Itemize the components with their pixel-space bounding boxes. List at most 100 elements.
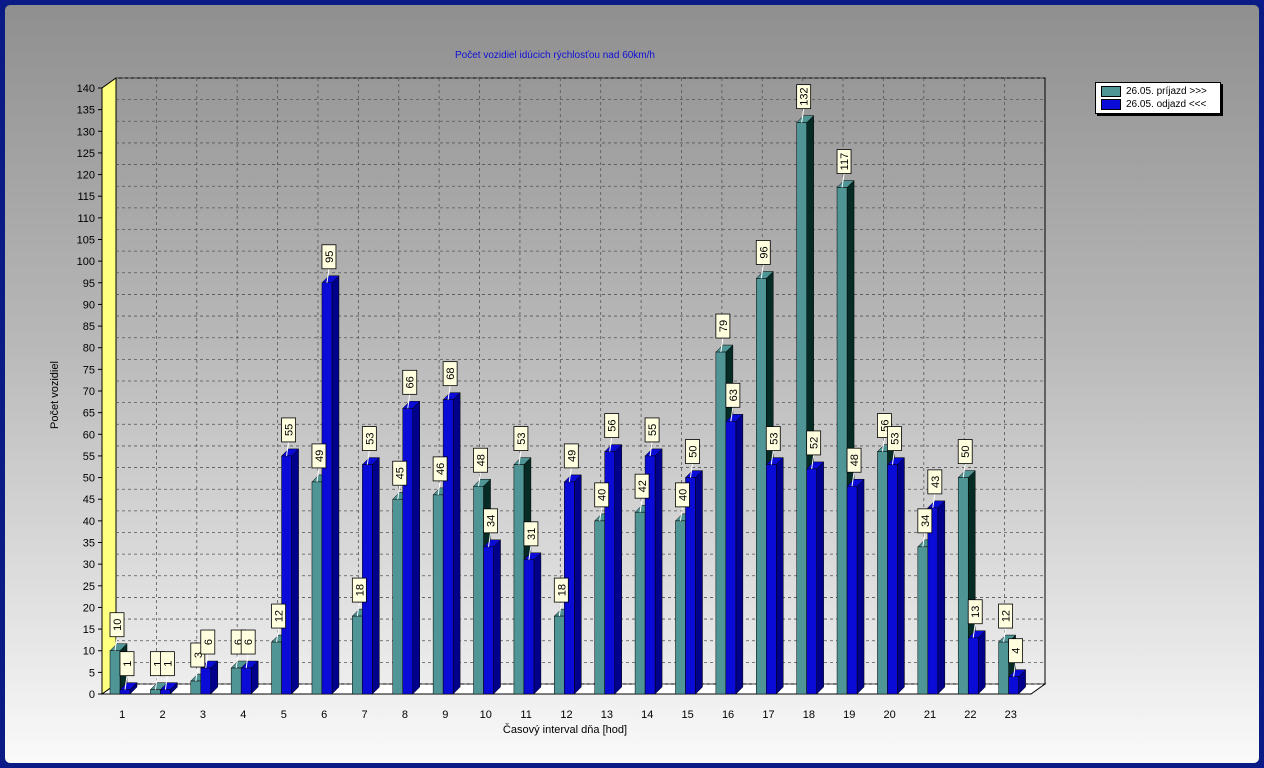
data-label-arrivals: 18 <box>354 584 366 596</box>
data-label-departures-box <box>563 443 579 469</box>
bar-arrivals <box>554 615 565 695</box>
data-label-arrivals: 53 <box>516 432 528 444</box>
legend-item-departures: 26.05. odjazd <<< <box>1101 98 1206 110</box>
data-label-departures: 55 <box>284 424 296 436</box>
y-tick-label: 35 <box>83 538 95 550</box>
bar-departures-side <box>776 456 784 695</box>
y-axis-label: Počet vozidiel <box>49 361 61 429</box>
data-label-departures-leader <box>366 450 370 465</box>
data-label-departures-box <box>967 599 983 625</box>
x-tick-label: 16 <box>722 709 734 721</box>
data-label-departures: 68 <box>445 368 457 380</box>
data-label-departures-box <box>361 426 377 451</box>
bar-departures <box>967 637 979 695</box>
data-label-arrivals-leader <box>356 602 360 617</box>
x-tick-label: 19 <box>843 709 855 721</box>
bar-arrivals <box>998 641 1009 695</box>
bar-departures <box>887 464 898 695</box>
y-tick-label: 125 <box>77 148 95 160</box>
y-tick-label: 80 <box>83 343 95 355</box>
bar-departures <box>806 468 817 695</box>
data-label-departures-leader <box>245 653 249 669</box>
bar-departures-side <box>937 500 946 695</box>
data-label-arrivals-box <box>957 439 973 464</box>
data-label-departures-box <box>402 369 418 395</box>
x-tick-label: 17 <box>762 709 774 721</box>
bar-departures <box>119 689 131 695</box>
data-label-departures: 1 <box>122 661 134 667</box>
data-label-departures: 4 <box>1011 648 1023 654</box>
data-label-departures-box <box>765 426 781 451</box>
bar-arrivals <box>150 689 161 695</box>
data-label-departures: 63 <box>728 389 740 401</box>
data-label-arrivals-box <box>836 149 852 174</box>
data-label-departures-box <box>1008 638 1024 664</box>
data-label-departures: 6 <box>243 639 255 645</box>
bar-arrivals <box>957 477 969 695</box>
data-label-departures-leader <box>649 441 653 456</box>
bar-departures-side <box>574 474 582 695</box>
data-label-arrivals-leader <box>841 173 845 188</box>
data-label-arrivals-leader <box>235 653 239 669</box>
data-label-arrivals-leader <box>316 467 320 482</box>
x-tick-label: 9 <box>442 709 448 721</box>
legend: 26.05. príjazd >>> 26.05. odjazd <<< <box>1095 82 1221 114</box>
legend-swatch-arrivals <box>1101 85 1121 97</box>
x-tick-label: 22 <box>964 709 976 721</box>
y-tick-label: 90 <box>83 299 95 311</box>
data-label-departures-leader <box>164 675 168 690</box>
data-label-arrivals-box <box>392 460 408 486</box>
data-label-arrivals: 12 <box>274 610 286 622</box>
data-label-departures: 49 <box>566 450 578 462</box>
data-label-departures-leader <box>770 450 774 465</box>
bar-arrivals <box>432 494 444 695</box>
bar-departures-side <box>977 630 986 695</box>
bar-departures-side <box>291 448 299 695</box>
y-tick-label: 115 <box>77 191 95 203</box>
bar-departures-side <box>654 448 663 695</box>
bar-arrivals <box>190 680 202 695</box>
data-label-arrivals-box <box>271 603 286 629</box>
x-tick-label: 21 <box>924 709 936 721</box>
x-tick-label: 3 <box>200 709 206 721</box>
bar-arrivals <box>594 520 605 695</box>
bar-departures <box>725 421 737 695</box>
data-label-arrivals: 18 <box>556 584 568 596</box>
data-label-arrivals-leader <box>881 437 885 452</box>
y-tick-label: 60 <box>83 429 95 441</box>
x-tick-label: 10 <box>480 709 492 721</box>
data-label-arrivals: 40 <box>677 489 689 501</box>
bar-departures <box>200 667 212 695</box>
data-label-arrivals-box <box>109 612 125 638</box>
data-label-departures-leader <box>851 472 855 487</box>
data-label-arrivals-leader <box>720 337 724 353</box>
data-label-arrivals-box <box>755 240 771 265</box>
data-label-arrivals-box <box>351 577 367 603</box>
data-label-arrivals: 45 <box>395 467 407 479</box>
data-label-arrivals-leader <box>114 636 118 651</box>
data-label-arrivals: 49 <box>314 450 326 462</box>
bar-arrivals <box>675 520 686 695</box>
data-label-arrivals-box <box>513 426 529 451</box>
y-tick-label: 140 <box>77 83 95 95</box>
y-tick-label: 40 <box>83 516 95 528</box>
data-label-departures-box <box>483 508 498 534</box>
bar-chart: 0510152025303540455055606570758085909510… <box>49 77 1047 736</box>
data-label-departures: 48 <box>849 454 861 466</box>
data-label-arrivals-leader <box>639 498 643 513</box>
bar-departures <box>846 485 858 695</box>
data-label-arrivals-leader <box>558 602 562 617</box>
bar-departures-side <box>452 392 461 695</box>
y-tick-label: 15 <box>83 624 95 636</box>
data-label-arrivals-leader <box>922 532 926 547</box>
data-label-departures-box <box>442 361 458 387</box>
data-label-departures-leader <box>1013 662 1017 677</box>
data-label-departures: 31 <box>526 528 538 540</box>
bar-arrivals <box>311 481 323 695</box>
bar-departures-side <box>695 469 703 695</box>
bar-departures-side <box>897 456 905 695</box>
data-label-departures-box <box>604 413 620 439</box>
x-tick-label: 7 <box>361 709 367 721</box>
data-label-arrivals: 34 <box>920 515 932 527</box>
